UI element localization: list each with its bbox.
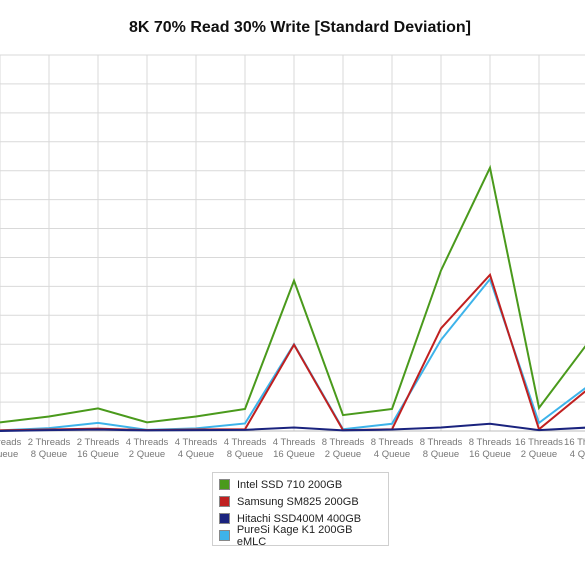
x-tick-label: 4 Queue	[374, 449, 410, 460]
x-tick-label: 2 Threads	[28, 437, 71, 448]
x-tick-label: 8 Threads	[469, 437, 512, 448]
x-tick-label: 2 Queue	[129, 449, 165, 460]
x-tick-label: 2 Threads	[77, 437, 120, 448]
series-line-samsung-sm825-200gb	[0, 272, 585, 432]
legend-swatch-intel	[219, 479, 230, 490]
legend-item-hitachi[interactable]: Hitachi SSD400M 400GB	[219, 510, 382, 527]
legend-item-puresi[interactable]: PureSi Kage K1 200GB eMLC	[219, 524, 382, 548]
x-tick-label: 4 Threads	[273, 437, 316, 448]
legend-swatch-puresi	[219, 530, 230, 541]
legend-item-samsung[interactable]: Samsung SM825 200GB	[219, 493, 382, 510]
x-tick-label: 8 Queue	[31, 449, 67, 460]
x-tick-label: 16 Queue	[469, 449, 511, 460]
x-tick-label: 4 Queue	[178, 449, 214, 460]
legend-label: Intel SSD 710 200GB	[237, 478, 343, 491]
legend-label: Hitachi SSD400M 400GB	[237, 512, 362, 525]
legend-label: Samsung SM825 200GB	[237, 495, 359, 508]
x-tick-label: 16 Threads	[564, 437, 585, 448]
x-tick-label: 16 Threads	[515, 437, 563, 448]
series-line-hitachi-ssd400m-400gb	[0, 422, 585, 432]
x-tick-label: 1 Queue	[0, 449, 18, 460]
legend-item-intel[interactable]: Intel SSD 710 200GB	[219, 476, 382, 493]
x-tick-label: 8 Threads	[371, 437, 414, 448]
x-tick-label: 4 Threads	[126, 437, 169, 448]
series-line-puresi-kage-k1-200gb-emlc	[0, 277, 585, 432]
legend: Intel SSD 710 200GB Samsung SM825 200GB …	[212, 472, 389, 548]
x-tick-label: 4 Threads	[175, 437, 218, 448]
series-line-intel-ssd-710-200gb	[0, 164, 585, 424]
x-tick-label: 2 Queue	[325, 449, 361, 460]
x-tick-label: 8 Threads	[322, 437, 365, 448]
x-tick-label: 16 Queue	[77, 449, 119, 460]
x-tick-label: 8 Threads	[420, 437, 463, 448]
x-tick-label: 4 Threads	[224, 437, 267, 448]
chart-title: 8K 70% Read 30% Write [Standard Deviatio…	[128, 19, 472, 36]
legend-label: PureSi Kage K1 200GB eMLC	[236, 523, 353, 548]
x-tick-label: 8 Queue	[227, 449, 263, 460]
x-tick-label: 4 Queue	[570, 449, 585, 460]
legend-swatch-samsung	[219, 496, 230, 507]
legend-swatch-hitachi	[219, 513, 230, 524]
x-tick-label: 8 Queue	[423, 449, 459, 460]
x-tick-label: 16 Queue	[273, 449, 315, 460]
x-tick-label: 1 Threads	[0, 437, 22, 448]
x-tick-label: 2 Queue	[521, 449, 557, 460]
